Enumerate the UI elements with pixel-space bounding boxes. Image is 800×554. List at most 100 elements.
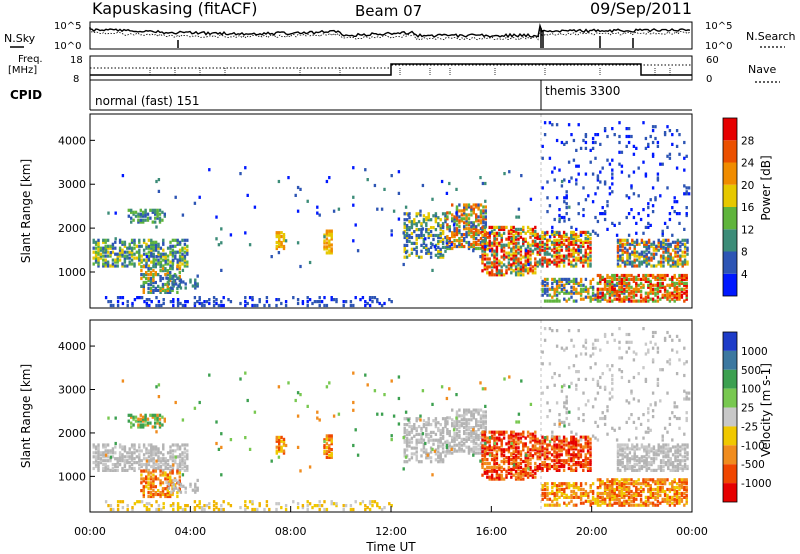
velocity-cell	[599, 478, 602, 482]
velocity-cell	[502, 454, 506, 458]
power-cell	[596, 219, 600, 224]
velocity-cell	[176, 491, 179, 495]
power-cell	[467, 205, 471, 209]
power-cell	[599, 279, 602, 283]
velocity-cell	[565, 461, 568, 465]
velocity-cell	[555, 466, 559, 471]
velocity-cell	[541, 463, 544, 467]
power-cell	[92, 256, 95, 260]
velocity-cell	[479, 435, 483, 439]
velocity-cell	[183, 451, 187, 455]
power-cell	[446, 215, 449, 219]
velocity-cell	[448, 416, 451, 420]
power-cell	[483, 225, 487, 229]
power-cell	[644, 225, 648, 229]
power-cell	[123, 242, 127, 246]
velocity-cell	[196, 486, 199, 490]
velocity-cell	[472, 408, 475, 412]
power-cell	[425, 247, 428, 251]
power-cell	[514, 241, 518, 245]
power-cell	[616, 248, 620, 252]
velocity-cell	[483, 430, 487, 434]
power-cell	[679, 256, 682, 260]
power-cell	[463, 244, 466, 249]
power-cell	[572, 281, 576, 285]
velocity-cell	[104, 443, 107, 447]
power-cell	[178, 282, 181, 287]
power-cell	[158, 212, 162, 216]
noise-tick-right-low: 10^0	[705, 41, 732, 52]
power-cell	[642, 160, 645, 164]
power-cell	[415, 251, 418, 255]
power-cell	[628, 256, 632, 260]
power-cell	[134, 210, 138, 214]
velocity-cell	[589, 501, 592, 505]
power-cell	[611, 158, 614, 162]
power-cell	[574, 234, 578, 238]
velocity-cell	[572, 486, 576, 490]
power-cell	[618, 221, 621, 225]
velocity-cell	[193, 506, 197, 510]
power-cell	[551, 287, 554, 291]
power-cell	[488, 273, 491, 277]
power-cell	[157, 288, 160, 292]
power-cell	[147, 290, 150, 294]
velocity-cell	[415, 438, 418, 442]
velocity-cell	[541, 484, 544, 488]
power-cell	[434, 216, 438, 220]
power-cell	[479, 203, 483, 207]
power-cell	[611, 176, 614, 180]
power-cell	[432, 226, 435, 230]
velocity-cell	[625, 478, 628, 482]
power-cell	[458, 221, 461, 225]
velocity-cell	[137, 419, 140, 423]
power-cell	[616, 258, 620, 262]
velocity-cell	[587, 499, 590, 503]
power-cell	[186, 238, 189, 242]
velocity-cell	[475, 420, 478, 424]
power-cell	[444, 235, 447, 240]
velocity-cell	[574, 461, 578, 465]
velocity-cell	[475, 410, 478, 414]
power-cell	[611, 285, 614, 289]
power-cell	[645, 260, 648, 264]
power-cell	[570, 254, 573, 258]
velocity-cell	[123, 445, 127, 449]
power-cell	[686, 238, 689, 242]
power-cell	[531, 269, 535, 273]
power-cell	[344, 300, 348, 304]
power-cell	[654, 293, 657, 297]
power-cell	[579, 248, 583, 252]
power-cell	[159, 286, 162, 290]
power-cell	[263, 303, 266, 308]
power-cell	[451, 231, 454, 235]
velocity-cell	[184, 490, 187, 494]
velocity-cell	[159, 494, 162, 499]
power-cell	[596, 287, 600, 291]
power-cell	[603, 297, 607, 301]
velocity-cell	[477, 443, 480, 447]
power-cell	[422, 245, 426, 249]
velocity-cell	[118, 463, 122, 467]
velocity-cell	[325, 434, 329, 438]
velocity-cell	[413, 425, 416, 429]
power-cell	[577, 258, 580, 262]
power-cell	[645, 242, 648, 246]
power-cell	[647, 238, 651, 242]
power-cell	[463, 205, 466, 209]
power-cell	[99, 252, 103, 256]
velocity-cell	[562, 463, 566, 467]
power-cell	[507, 243, 511, 247]
power-cell	[654, 136, 657, 141]
power-cell	[455, 227, 459, 231]
power-cell	[149, 208, 152, 212]
power-cell	[128, 260, 131, 264]
power-cell	[284, 303, 288, 308]
velocity-cell	[514, 461, 518, 466]
power-cell	[493, 249, 496, 253]
velocity-cell	[546, 491, 549, 496]
power-cell	[596, 186, 600, 190]
power-cell	[659, 194, 662, 198]
power-cell	[325, 251, 329, 255]
velocity-cell	[555, 437, 559, 441]
